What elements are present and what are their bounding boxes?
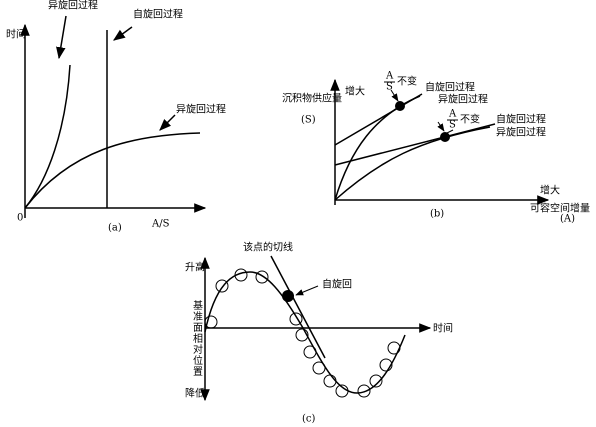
point	[395, 101, 405, 111]
curve	[334, 126, 491, 201]
sine-curve	[204, 271, 406, 394]
x-axis-label: 时间	[433, 322, 453, 335]
panel-a: 时间 异旋回过程 自旋回过程 异旋回过程 0 A/S (a)	[6, 0, 226, 234]
curve-label: 异旋回过程	[438, 93, 488, 106]
annotation: 异旋回过程	[48, 0, 98, 12]
curve	[24, 132, 201, 209]
y-axis-label: 基准面相对位置	[191, 299, 203, 377]
tangent	[334, 123, 496, 166]
curve	[334, 95, 421, 201]
arrow	[159, 114, 176, 131]
fraction-numerator: A	[385, 71, 394, 82]
arrow	[390, 89, 399, 102]
annotation: 异旋回过程	[176, 103, 226, 116]
point	[282, 290, 294, 302]
y-axis-label: 增大	[345, 85, 365, 98]
circle-marker	[295, 328, 309, 342]
panel-b: 增大 沉积物供应量 (S) A S 不变 自旋回过程 异旋回过程 A S 不变 …	[282, 71, 590, 225]
arrow	[295, 285, 319, 296]
origin-label: 0	[17, 213, 23, 224]
fraction-denominator: S	[449, 120, 456, 131]
circle-marker	[369, 374, 383, 388]
down-label: 降低	[185, 387, 205, 400]
tangent	[270, 255, 326, 359]
markers	[204, 268, 401, 398]
x-axis-label: (A)	[560, 214, 575, 225]
fraction-numerator: A	[448, 109, 457, 120]
y-axis-label: 时间	[6, 28, 26, 41]
circle-marker	[234, 268, 248, 282]
curve-label: 自旋回过程	[425, 81, 475, 94]
circle-marker	[379, 358, 393, 372]
panel-label: (b)	[430, 209, 444, 220]
arrow	[113, 26, 133, 41]
circle-marker	[255, 270, 269, 284]
panel-label: (c)	[302, 414, 316, 425]
circle-marker	[303, 345, 317, 359]
circle-marker	[215, 279, 229, 293]
x-axis-label: 可容空间增量	[530, 202, 590, 215]
panel-c: 该点的切线 自旋回 升高 基准面相对位置 时间 降低 (c)	[185, 241, 453, 425]
tangent	[334, 93, 423, 146]
circle-marker	[312, 361, 326, 375]
arrow	[437, 121, 445, 132]
circle-marker	[357, 384, 371, 398]
circle-marker	[289, 312, 303, 326]
circle-marker	[387, 341, 401, 355]
circle-marker	[204, 315, 218, 329]
circle-marker	[323, 374, 337, 388]
x-axis-label: 增大	[540, 184, 560, 197]
circle-marker	[335, 384, 349, 398]
point-label: 自旋回	[322, 278, 352, 291]
annotation: 自旋回过程	[133, 8, 183, 21]
arrow	[56, 15, 67, 60]
x-axis-label: A/S	[151, 219, 170, 230]
tangent-label: 该点的切线	[243, 241, 293, 254]
panel-label: (a)	[108, 223, 122, 234]
marker-text: 不变	[397, 75, 417, 88]
arrow	[446, 129, 454, 134]
y-axis-label: (S)	[301, 115, 316, 126]
curve-label: 异旋回过程	[496, 126, 546, 139]
curve-label: 自旋回过程	[496, 113, 546, 126]
fraction-denominator: S	[386, 82, 393, 93]
y-axis-label: 沉积物供应量	[282, 92, 342, 105]
marker-text: 不变	[460, 113, 480, 126]
up-label: 升高	[185, 261, 205, 274]
curve	[24, 64, 71, 209]
point	[440, 132, 450, 142]
